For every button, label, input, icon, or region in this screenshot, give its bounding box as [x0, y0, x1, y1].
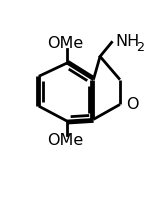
- Text: OMe: OMe: [47, 36, 83, 51]
- Text: 2: 2: [136, 41, 144, 54]
- Text: NH: NH: [115, 34, 139, 49]
- Text: OMe: OMe: [47, 133, 83, 148]
- Text: O: O: [127, 97, 139, 112]
